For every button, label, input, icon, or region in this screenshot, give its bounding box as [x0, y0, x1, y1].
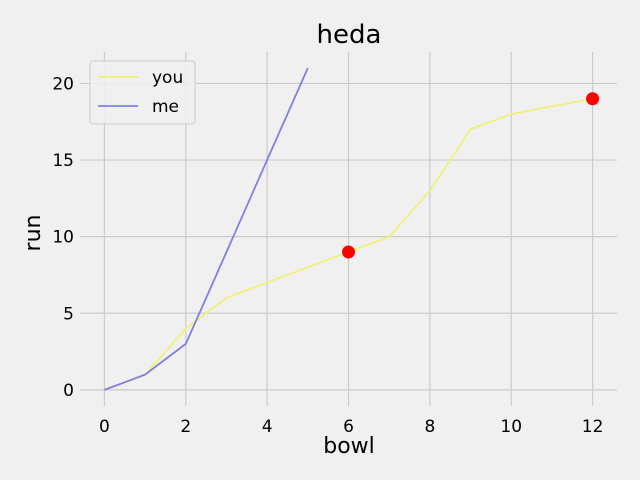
x-tick-label: 8: [424, 417, 435, 437]
y-axis-ticks: 0 5 10 15 20: [52, 74, 74, 400]
y-tick-label: 0: [63, 381, 74, 401]
x-tick-label: 10: [500, 417, 522, 437]
data-marker: [342, 245, 355, 259]
series-line-me: [104, 67, 309, 391]
y-tick-label: 10: [52, 228, 74, 248]
y-tick-label: 20: [52, 74, 74, 94]
y-axis-label: run: [21, 215, 46, 252]
legend-label-you: you: [152, 68, 183, 88]
x-tick-label: 6: [343, 417, 354, 437]
y-tick-label: 15: [52, 151, 74, 171]
x-tick-label: 12: [582, 417, 604, 437]
legend-label-me: me: [152, 97, 179, 117]
marker-layer: [342, 92, 600, 259]
chart-title: heda: [317, 20, 382, 50]
x-axis-ticks: 0 2 4 6 8 10 12: [99, 417, 603, 437]
data-marker: [586, 92, 600, 106]
legend: you me: [89, 60, 196, 125]
y-tick-label: 5: [63, 304, 74, 324]
x-tick-label: 4: [262, 417, 273, 437]
x-tick-label: 2: [180, 417, 191, 437]
x-tick-label: 0: [99, 417, 110, 437]
x-axis-label: bowl: [323, 434, 375, 459]
